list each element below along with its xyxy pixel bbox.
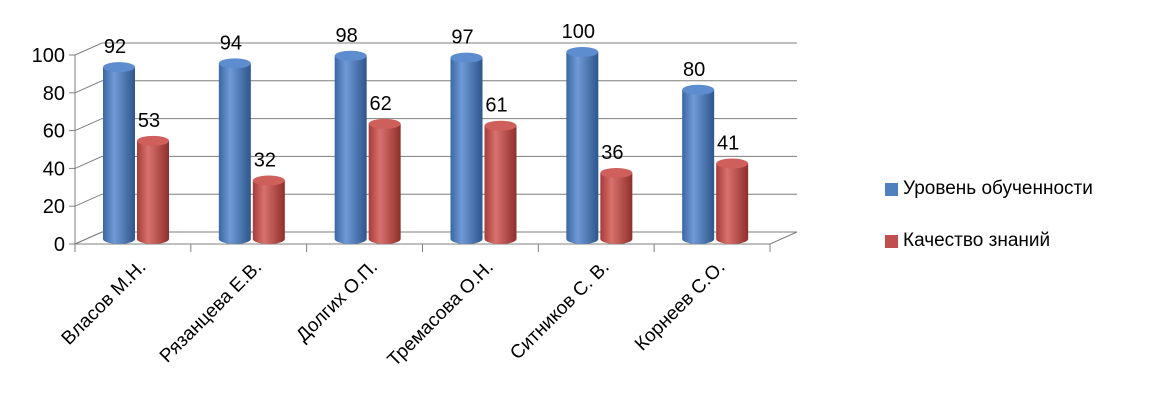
value-label-1-6: 80 [683,59,705,81]
gridline-20 [74,193,797,207]
gridline-100 [74,42,797,56]
bars [103,47,749,245]
category-label-3: Долгих О.П. [292,257,382,347]
value-label-1-3: 98 [336,25,358,47]
bar-1-4 [450,52,483,244]
bar-2-1 [137,135,169,244]
value-label-2-1: 53 [138,110,160,132]
category-label-6: Корнеев С.О. [631,257,729,355]
value-label-2-5: 36 [601,142,623,164]
value-label-2-2: 32 [254,150,276,172]
bar-2-2 [252,175,285,244]
legend-swatch-series-2 [885,234,898,248]
bar-1-2 [218,58,251,245]
bar-1-1 [103,62,135,245]
y-tick-label-20: 20 [43,196,65,218]
bar-2-3 [368,118,401,244]
x-axis-categories: Власов М.Н. Рязанцева Е.В. Долгих О.П. Трем… [58,244,771,371]
category-label-1: Власов М.Н. [58,257,151,350]
value-label-2-3: 62 [370,93,392,115]
value-label-1-2: 94 [220,32,242,54]
data-labels: 92 53 94 32 98 62 97 61 100 36 80 41 [104,21,739,172]
y-tick-label-40: 40 [43,158,65,180]
y-tick-label-0: 0 [54,234,65,256]
category-label-4: Тремасова О.Н. [384,257,498,371]
bar-2-5 [600,167,633,244]
gridline-80 [74,80,797,94]
y-axis-ticks: 0 20 40 60 80 100 [32,45,75,256]
gridline-60 [74,118,797,132]
bar-1-5 [566,47,599,244]
category-label-2: Рязанцева Е.В. [156,257,266,367]
y-tick-label-60: 60 [43,121,65,143]
value-label-1-1: 92 [104,36,126,58]
gridline-40 [74,155,797,169]
legend-label-series-1: Уровень обученности [903,178,1093,199]
gridlines [74,42,797,245]
category-label-5: Ситников С. В. [506,257,613,364]
bar-2-6 [716,158,749,244]
legend-swatch-series-1 [885,182,898,196]
value-label-2-6: 41 [717,133,739,155]
legend: Уровень обученности Качество знаний [885,178,1093,282]
gridline-0 [74,231,797,245]
y-tick-label-80: 80 [43,83,65,105]
legend-label-series-2: Качество знаний [903,230,1051,251]
value-label-1-5: 100 [562,21,595,43]
legend-item-series-1: Уровень обученности [885,178,1093,200]
legend-item-series-2: Качество знаний [885,230,1093,252]
value-label-1-4: 97 [451,27,473,49]
bar-2-4 [484,120,517,244]
y-tick-label-100: 100 [32,45,65,67]
bar-1-6 [682,84,715,244]
bar-1-3 [334,50,367,244]
value-label-2-4: 61 [485,95,507,117]
